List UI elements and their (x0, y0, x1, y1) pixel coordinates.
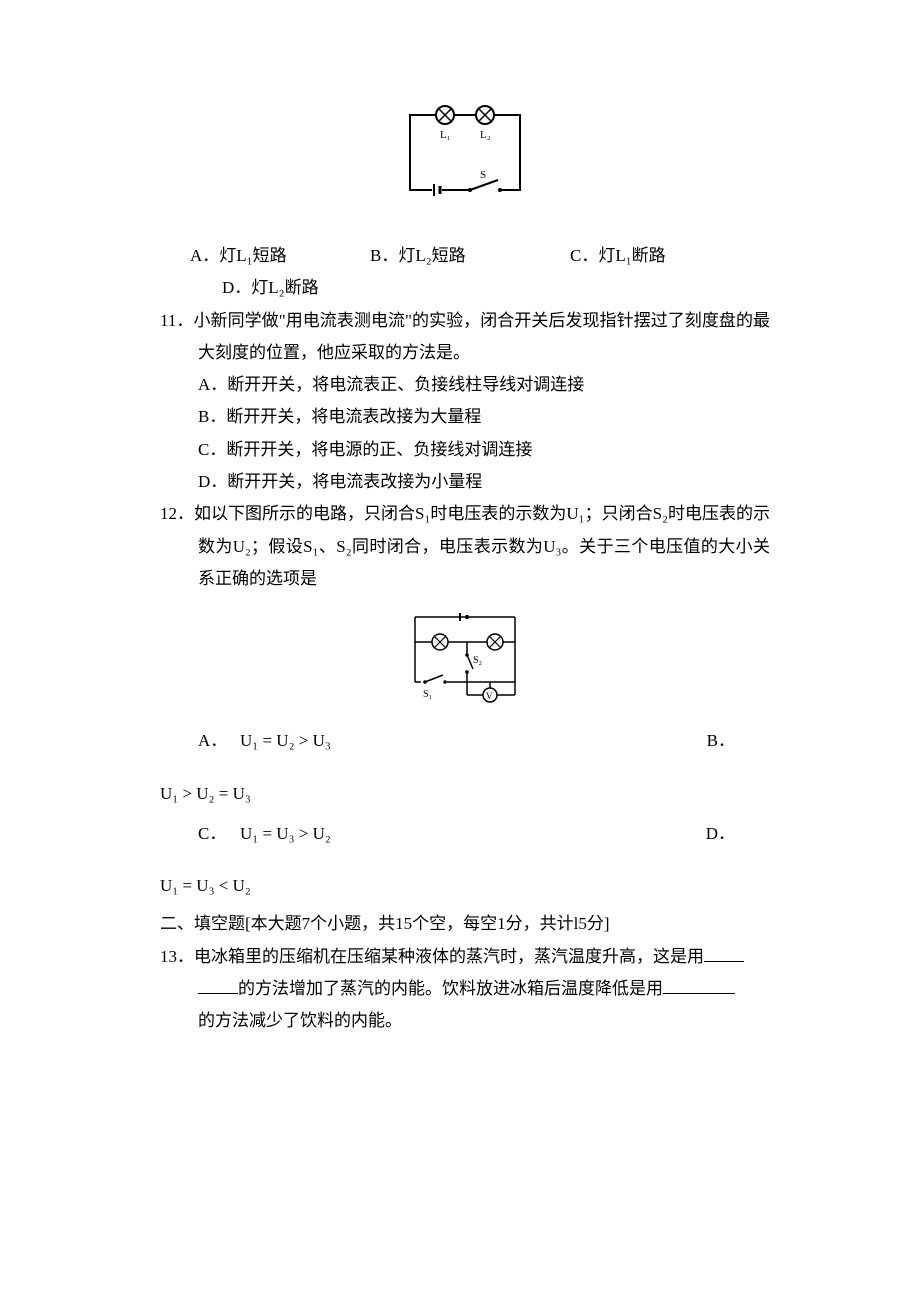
q10-option-a: A．灯L₁短路 (190, 240, 370, 272)
q11-option-a: A．断开开关，将电流表正、负接线柱导线对调连接 (160, 369, 770, 401)
svg-text:V: V (486, 691, 493, 701)
circuit-diagram-q12: S₂ S₁ V (395, 607, 535, 707)
q12-option-a-label: A． (160, 725, 240, 757)
q10-option-d: D．灯L₂断路 (222, 278, 319, 297)
q10-option-b: B．灯L₂短路 (370, 240, 570, 272)
q13-line1: 13．电冰箱里的压缩机在压缩某种液体的蒸汽时，蒸汽温度升高，这是用 (160, 941, 770, 973)
q12-option-c-eq: U₁ = U₃ > U₂ (240, 818, 331, 850)
q13-line2: 的方法增加了蒸汽的内能。饮料放进冰箱后温度降低是用 (160, 973, 770, 1005)
q11-option-b: B．断开开关，将电流表改接为大量程 (160, 401, 770, 433)
q11-option-c: C．断开开关，将电源的正、负接线对调连接 (160, 434, 770, 466)
q12-option-d-eq: U₁ = U₃ < U₂ (160, 870, 770, 902)
section-2-heading: 二、填空题[本大题7个小题，共15个空，每空1分，共计l5分] (160, 908, 770, 940)
q12-option-a-eq: U₁ = U₂ > U₃ (240, 725, 331, 757)
q13-blank-2 (663, 977, 735, 994)
q13-line3: 的方法减少了饮料的内能。 (160, 1005, 770, 1037)
q13-blank-1b (198, 977, 238, 994)
svg-text:L₁: L₁ (440, 129, 451, 141)
q12-option-b-label: B． (707, 725, 770, 757)
q13-blank-1a (704, 945, 744, 962)
svg-text:S₁: S₁ (423, 689, 432, 700)
svg-text:S: S (480, 169, 486, 181)
q12-option-c-label: C． (160, 818, 240, 850)
q12-option-d-label: D． (706, 818, 770, 850)
svg-text:L₂: L₂ (480, 129, 491, 141)
svg-text:S₂: S₂ (473, 655, 482, 666)
q11-title: 11．小新同学做"用电流表测电流"的实验，闭合开关后发现指针摆过了刻度盘的最大刻… (160, 305, 770, 370)
q10-option-c: C．灯L₁断路 (570, 240, 750, 272)
q12-title: 12．如以下图所示的电路，只闭合S₁时电压表的示数为U₁；只闭合S₂时电压表的示… (160, 498, 770, 595)
circuit-diagram-q10: L₁ L₂ S (390, 100, 540, 210)
q12-option-b-eq: U₁ > U₂ = U₃ (160, 778, 770, 810)
q11-option-d: D．断开开关，将电流表改接为小量程 (160, 466, 770, 498)
